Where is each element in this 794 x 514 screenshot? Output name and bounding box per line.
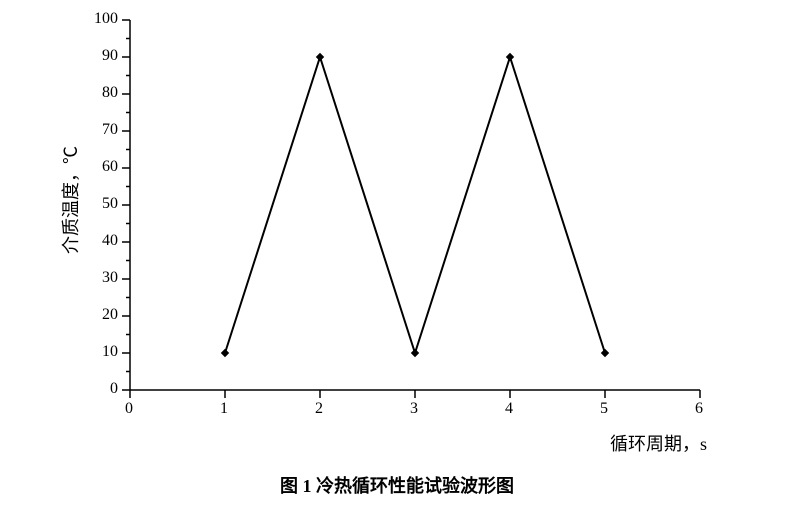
x-tick-label: 5 [600,400,608,418]
x-tick-label: 3 [410,400,418,418]
y-axis-label: 介质温度，℃ [57,146,83,254]
x-axis-label: 循环周期，s [610,430,707,456]
x-tick-label: 1 [220,400,228,418]
y-tick-label: 30 [102,269,118,287]
x-tick-label: 4 [505,400,513,418]
y-tick-label: 40 [102,232,118,250]
y-tick-label: 100 [94,10,118,28]
y-tick-label: 10 [102,343,118,361]
y-tick-label: 50 [102,195,118,213]
y-tick-label: 70 [102,121,118,139]
y-tick-label: 80 [102,84,118,102]
y-tick-label: 0 [110,380,118,398]
chart-container [60,10,740,450]
figure-caption: 图 1 冷热循环性能试验波形图 [0,472,794,498]
x-tick-label: 2 [315,400,323,418]
y-tick-label: 90 [102,47,118,65]
x-tick-label: 6 [695,400,703,418]
chart-svg [60,10,740,450]
y-tick-label: 60 [102,158,118,176]
x-tick-label: 0 [125,400,133,418]
y-tick-label: 20 [102,306,118,324]
